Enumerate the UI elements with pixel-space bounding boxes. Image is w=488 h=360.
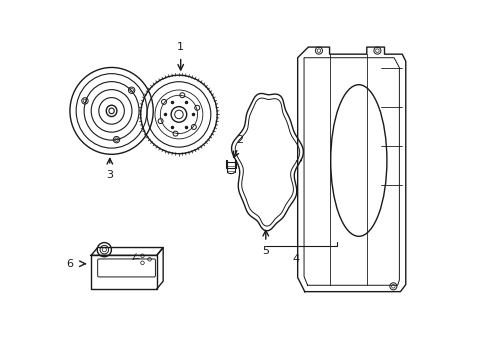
Text: 1: 1 (177, 42, 184, 52)
Text: 2: 2 (236, 135, 243, 145)
Text: 6: 6 (66, 259, 73, 269)
Text: 4: 4 (292, 255, 299, 265)
Text: 3: 3 (106, 170, 113, 180)
Text: 5: 5 (262, 246, 269, 256)
